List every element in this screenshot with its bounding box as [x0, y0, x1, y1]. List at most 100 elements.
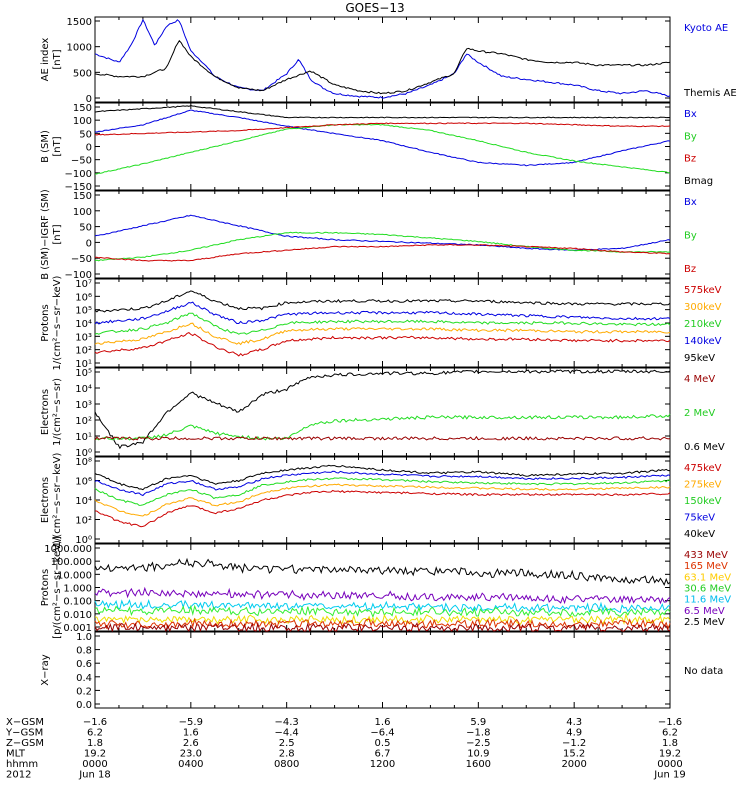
y-axis-units: [nT]	[52, 136, 63, 156]
panel-bigrf: 150 100 50 0 −50 −100 B (SM)−IGRF (SM) [nT] Bx By…	[40, 189, 697, 281]
legend-150kev: 150keV	[684, 496, 722, 507]
y-tick-label: 0	[86, 143, 92, 154]
legend-6.5-mev: 6.5 MeV	[684, 606, 725, 617]
footer-cell: −1.2	[562, 738, 586, 749]
panel-frame	[94, 543, 671, 632]
footer-cell: −1.8	[466, 728, 490, 739]
legend-themis-ae: Themis AE	[683, 88, 737, 99]
footer-row-label: X−GSM	[6, 717, 44, 728]
legend-no-data: No data	[684, 666, 723, 677]
y-tick-label: 10⁴	[75, 496, 92, 507]
legend-300kev: 300keV	[684, 302, 722, 313]
legend-165-mev: 165 MeV	[684, 561, 728, 572]
y-tick-label: 0.100	[63, 597, 92, 608]
footer-cell: −4.3	[275, 717, 299, 728]
footer-cell: 1200	[370, 759, 395, 770]
series-433-mev	[94, 621, 671, 633]
legend-575kev: 575keV	[684, 285, 722, 296]
series-275kev	[94, 483, 671, 517]
y-tick-label: −50	[71, 156, 92, 167]
series-themis-ae	[94, 39, 671, 95]
panel-frame	[94, 456, 671, 544]
y-axis-units: [p/(cm²−s−sr−keV)]	[52, 536, 63, 639]
series-bmag	[94, 104, 671, 119]
y-axis-units: 1/(cm²−s−sr−keV)	[52, 275, 63, 370]
y-tick-label: 0	[86, 94, 92, 105]
y-tick-label: 0.0	[76, 700, 92, 711]
y-axis-label: B (SM)	[40, 130, 51, 163]
footer-cell: −2.5	[466, 738, 490, 749]
panel-frame	[94, 631, 671, 709]
series-210kev	[94, 312, 671, 335]
y-tick-label: 10³	[75, 332, 92, 343]
series-2-mev	[94, 413, 671, 441]
series-75kev	[94, 470, 671, 497]
y-axis-units: 1/(cm²−s−sr−keV)	[52, 452, 63, 547]
y-tick-label: 10⁷	[75, 279, 92, 290]
footer-cell: 5.9	[470, 717, 486, 728]
footer-cell: 6.7	[375, 749, 391, 760]
footer-cell: 19.2	[659, 749, 681, 760]
footer-cell: 0000	[82, 759, 107, 770]
legend-140kev: 140keV	[684, 336, 722, 347]
footer-cell: 6.2	[87, 728, 103, 739]
legend-63.1-mev: 63.1 MeV	[684, 572, 731, 583]
panel-frame	[94, 16, 671, 103]
legend-kyoto-ae: Kyoto AE	[684, 23, 728, 34]
footer-row-label: Z−GSM	[6, 738, 44, 749]
y-tick-label: 10⁵	[75, 368, 92, 379]
footer-cell: 2.5	[279, 738, 295, 749]
footer-cell: −5.9	[179, 717, 203, 728]
y-tick-label: 10⁶	[75, 292, 92, 303]
y-tick-label: 150	[73, 103, 92, 114]
y-tick-label: 0.010	[63, 610, 92, 621]
footer-cell: 1.8	[87, 738, 103, 749]
y-tick-label: 10¹	[75, 432, 92, 443]
legend-275kev: 275keV	[684, 480, 722, 491]
series-30.6-mev	[94, 604, 671, 619]
legend-210kev: 210keV	[684, 319, 722, 330]
panel-protons2: 1000.000 100.000 10.000 1.000 0.100 0.010 0.00…	[40, 536, 731, 639]
y-tick-label: 10⁴	[75, 384, 92, 395]
y-tick-label: 10.000	[57, 570, 92, 581]
y-tick-label: −150	[65, 182, 92, 193]
series-0.6-mev	[94, 369, 671, 450]
legend-bx: Bx	[684, 109, 697, 120]
legend-bmag: Bmag	[684, 176, 713, 187]
legend-11.6-mev: 11.6 MeV	[684, 595, 731, 606]
y-tick-label: 100	[73, 207, 92, 218]
series-bx	[94, 214, 671, 251]
y-tick-label: 10¹	[75, 359, 92, 370]
footer-cell: Jun 19	[653, 770, 686, 781]
panel-ae: 1500 1000 500 0 AE index [nT] Kyoto AE Themis A…	[40, 16, 737, 105]
y-axis-label: Electrons	[40, 477, 51, 523]
panel-bsm: 150 100 50 0 −50 −100 −150 B (SM) [nT] Bx By Bz Bmag	[40, 102, 713, 193]
footer-cell: 2.8	[279, 749, 295, 760]
y-tick-label: −50	[71, 254, 92, 265]
legend-30.6-mev: 30.6 MeV	[684, 584, 731, 595]
y-tick-label: 10⁵	[75, 306, 92, 317]
series-bz	[94, 243, 671, 262]
series-150kev	[94, 477, 671, 506]
footer-cell: 2000	[561, 759, 586, 770]
y-tick-label: 10²	[75, 346, 92, 357]
footer-cell: −4.4	[275, 728, 299, 739]
footer-cell: 1.8	[662, 738, 678, 749]
legend-2.5-mev: 2.5 MeV	[684, 617, 725, 628]
footer-cell: 10.9	[467, 749, 489, 760]
y-tick-label: 50	[79, 223, 92, 234]
panel-electrons2: 10⁸ 10⁶ 10⁴ 10² 10⁰ Electrons 1/(cm²−s−sr−keV)…	[40, 452, 722, 547]
series-by	[94, 123, 671, 175]
series-6.5-mev	[94, 586, 671, 605]
panel-protons1: 10⁷ 10⁶ 10⁵ 10⁴ 10³ 10² 10¹ Protons 1/(cm²−s−sr−…	[40, 275, 722, 370]
series-bx	[94, 109, 671, 167]
footer-cell: 6.2	[662, 728, 678, 739]
y-axis-label: Protons	[40, 569, 51, 606]
footer-cell: 19.2	[84, 749, 106, 760]
y-tick-label: 1500	[67, 17, 92, 28]
y-tick-label: 10²	[75, 516, 92, 527]
y-tick-label: 100.000	[51, 557, 92, 568]
panel-frame	[94, 102, 671, 191]
legend-bz: Bz	[684, 264, 696, 275]
